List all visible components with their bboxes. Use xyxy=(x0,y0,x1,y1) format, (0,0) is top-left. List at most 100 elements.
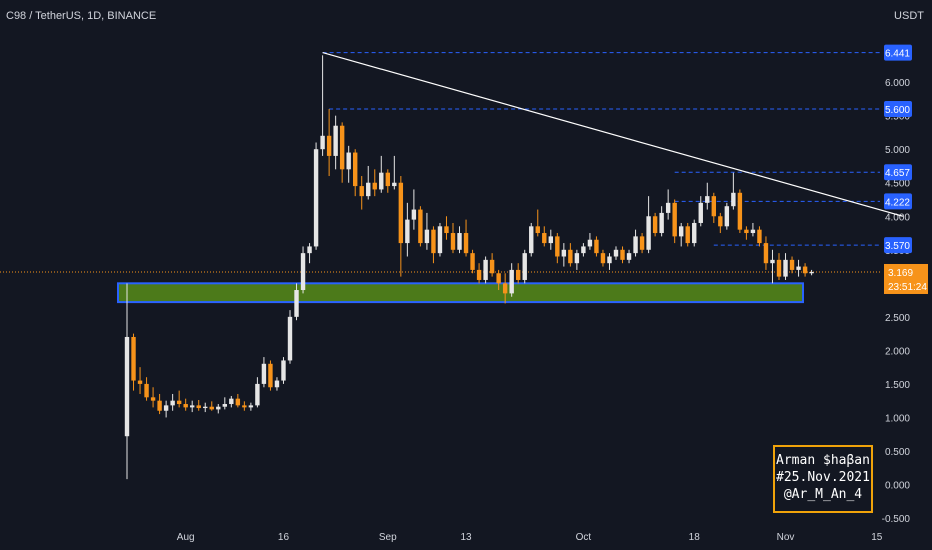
candle-body xyxy=(626,253,632,260)
candle-body xyxy=(209,406,214,410)
candle-body xyxy=(281,360,286,381)
candle-body xyxy=(685,226,690,244)
x-tick-label: Oct xyxy=(576,532,592,543)
candle-body xyxy=(646,216,651,250)
candle-body xyxy=(581,246,586,254)
candle-body xyxy=(594,239,599,254)
y-tick-label: 0.000 xyxy=(885,481,910,492)
y-tick-label: 5.500 xyxy=(885,112,910,123)
author-watermark: Arman $haβan #25.Nov.2021 @Ar_M_An_4 xyxy=(773,445,873,513)
candle-body xyxy=(385,172,390,187)
candle-body xyxy=(457,233,462,250)
candle-body xyxy=(359,186,364,197)
x-tick-label: Nov xyxy=(777,532,795,543)
candle-body xyxy=(476,269,482,280)
candle-body xyxy=(333,125,338,156)
candle-body xyxy=(411,209,417,220)
candle-body xyxy=(222,404,227,407)
level-label-box xyxy=(884,237,912,254)
candle-body xyxy=(261,363,267,384)
candle-body xyxy=(568,249,573,264)
y-tick-label: 2.000 xyxy=(885,346,910,357)
candle-body xyxy=(203,406,208,409)
candle-body xyxy=(679,226,684,237)
candle-body xyxy=(555,236,560,257)
candle-body xyxy=(620,249,625,260)
candle-body xyxy=(392,182,397,187)
candle-body xyxy=(796,266,801,270)
candle-body xyxy=(294,290,299,317)
candle-body xyxy=(705,196,710,203)
candle-body xyxy=(437,226,443,254)
author-date: #25.Nov.2021 xyxy=(776,470,870,485)
x-tick-label: Sep xyxy=(379,532,397,543)
candle-body xyxy=(783,259,788,277)
candle-body xyxy=(366,182,371,197)
candle-body xyxy=(450,233,456,250)
candle-body xyxy=(398,182,404,244)
candle-body xyxy=(639,236,645,250)
candle-body xyxy=(183,404,188,408)
candle-body xyxy=(470,253,475,270)
y-tick-label: 6.000 xyxy=(885,78,910,89)
author-handle: @Ar_M_An_4 xyxy=(783,487,863,502)
candle-body xyxy=(463,233,469,254)
current-price-box xyxy=(884,263,928,294)
candle-body xyxy=(529,226,534,254)
candle-body xyxy=(587,239,593,247)
candle-body xyxy=(424,229,430,244)
level-label-box xyxy=(884,44,912,61)
level-label: 6.441 xyxy=(885,49,910,60)
candle-body xyxy=(124,336,130,437)
current-price-label: 3.169 xyxy=(888,268,913,279)
chart-symbol-title: C98 / TetherUS, 1D, BINANCE xyxy=(6,10,157,22)
candle-body xyxy=(489,259,495,274)
candle-body xyxy=(176,400,182,405)
candle-body xyxy=(157,400,162,411)
x-tick-label: 16 xyxy=(278,532,290,543)
level-label-box xyxy=(884,164,912,181)
level-label: 4.222 xyxy=(885,197,910,208)
x-tick-label: 15 xyxy=(871,532,883,543)
level-label: 3.570 xyxy=(885,241,910,252)
author-name: Arman $haβan xyxy=(776,453,870,468)
level-label-box xyxy=(884,100,912,117)
candle-body xyxy=(672,202,677,237)
candle-body xyxy=(346,152,351,170)
candle-body xyxy=(542,233,547,244)
candle-body xyxy=(216,406,221,410)
candle-body xyxy=(652,216,658,234)
candle-body xyxy=(737,192,743,230)
candle-body xyxy=(235,398,241,406)
candle-body xyxy=(150,397,156,401)
level-label-box xyxy=(884,193,912,210)
candle-body xyxy=(268,363,273,388)
y-tick-label: 2.500 xyxy=(885,313,910,324)
candle-body xyxy=(809,271,814,274)
y-tick-label: 1.500 xyxy=(885,380,910,391)
candle-body xyxy=(255,383,260,406)
candle-body xyxy=(144,383,149,398)
candle-body xyxy=(600,253,606,264)
candle-body xyxy=(802,266,808,274)
candle-body xyxy=(483,259,488,280)
candle-body xyxy=(163,405,169,411)
candle-body xyxy=(659,212,664,234)
candle-body xyxy=(692,222,697,244)
candle-body xyxy=(300,253,306,291)
candle-body xyxy=(763,243,769,264)
candle-body xyxy=(405,219,410,244)
y-tick-label: -0.500 xyxy=(882,514,911,525)
candle-body xyxy=(274,380,280,388)
candle-body xyxy=(326,135,332,156)
candle-body xyxy=(379,172,384,190)
candle-body xyxy=(776,259,782,277)
y-tick-label: 1.000 xyxy=(885,413,910,424)
candle-body xyxy=(190,405,195,408)
currency-label: USDT xyxy=(894,10,924,22)
candle-body xyxy=(287,316,293,361)
candle-body xyxy=(561,249,567,257)
level-label: 4.657 xyxy=(885,168,910,179)
candle-body xyxy=(724,206,730,227)
